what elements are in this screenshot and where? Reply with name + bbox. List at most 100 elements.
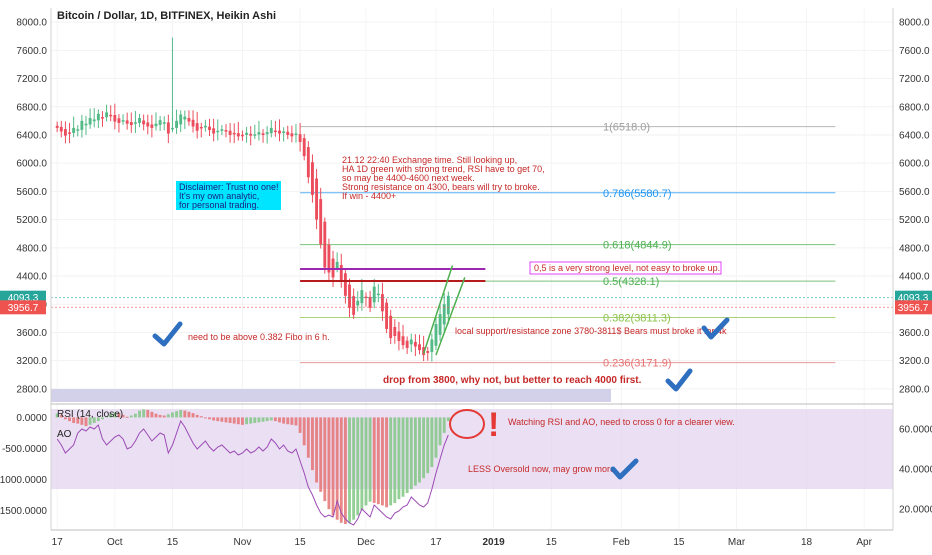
candle-body (245, 132, 249, 135)
candle-body (117, 118, 121, 123)
candle-body (92, 119, 96, 122)
ao-bar (166, 414, 170, 418)
ao-bar (199, 416, 203, 418)
ao-bar (80, 417, 84, 425)
rsi-tick-label: 40.0000 (899, 465, 932, 476)
price-tick-label-left: 3600.0 (16, 328, 47, 339)
candle-body (150, 124, 154, 128)
price-tick-label-left: 2800.0 (16, 384, 47, 395)
ao-bar (269, 417, 273, 421)
ao-bar (348, 417, 351, 523)
disclaimer-line-1: Disclaimer: Trust no one! (179, 182, 279, 192)
candle-body (175, 120, 179, 128)
ao-bar (405, 417, 409, 494)
ao-bar (315, 417, 319, 483)
ao-bar (150, 411, 154, 418)
price-tick-label-right: 7600.0 (899, 46, 930, 57)
candle-body (401, 336, 405, 346)
ao-bar (212, 417, 216, 421)
time-tick-label: Oct (107, 537, 123, 548)
time-tick-label: Nov (234, 537, 252, 548)
ao-bar (418, 417, 421, 483)
ao-bar (241, 417, 244, 425)
candle-body (438, 314, 442, 335)
price-tick-label-right: 4800.0 (899, 243, 930, 254)
ao-bar (191, 413, 195, 418)
ao-bar (397, 417, 401, 500)
fib-level-label: 0.236(3171.9) (603, 358, 672, 370)
fib-level-label: 0.786(5580.7) (603, 188, 672, 200)
price-tick-label-left: 7600.0 (16, 46, 47, 57)
rsi-band (51, 409, 893, 489)
ao-bar (368, 417, 372, 502)
ao-bar (265, 417, 269, 422)
time-tick-label: 15 (546, 537, 558, 548)
candle-body (199, 126, 203, 129)
candle-body (55, 125, 59, 128)
candle-body (385, 302, 389, 329)
disclaimer-note: Disclaimer: Trust no one! It's my own an… (179, 182, 281, 210)
time-tick-label: Apr (856, 537, 872, 548)
candle-body (257, 132, 261, 135)
ao-bar (426, 417, 430, 474)
fib-level-label: 0.618(4844.9) (603, 240, 672, 252)
ao-tick-label: 0.0000 (16, 413, 47, 424)
ao-bar (302, 417, 306, 446)
ao-bar (245, 417, 249, 425)
ao-bar (162, 415, 166, 418)
rsi-tick-label: 60.0000 (899, 425, 932, 436)
candle-body (352, 296, 356, 315)
exchange-note-line-4: Strong resistance on 4300, bears will tr… (342, 182, 540, 192)
candle-body (253, 134, 257, 136)
ao-bar (319, 417, 323, 492)
fib-level-label: 0.382(3811.3) (603, 313, 671, 325)
candle-body (327, 244, 331, 273)
ao-bar (68, 417, 71, 422)
strong-level-note: 0,5 is a very strong level, not easy to … (534, 263, 720, 273)
ao-bar (385, 417, 389, 508)
candle-body (142, 120, 146, 125)
ao-bar (422, 417, 426, 479)
oversold-note: LESS Oversold now, may grow more (468, 464, 615, 474)
ao-bar (121, 414, 125, 418)
candle-body (434, 324, 438, 346)
candle-body (138, 118, 141, 123)
current-price-label-left: 4093.3 (8, 293, 39, 304)
ao-bar (179, 409, 183, 418)
time-tick-label: 18 (801, 537, 813, 548)
price-tick-label-left: 6400.0 (16, 130, 47, 141)
fib-level-label: 1(6518.0) (603, 122, 650, 134)
candle-body (360, 290, 364, 304)
ao-bar (376, 417, 380, 505)
ao-bar (446, 417, 450, 422)
candle-body (154, 123, 158, 127)
candle-body (121, 120, 125, 122)
candle-body (405, 340, 409, 348)
candle-body (76, 129, 80, 131)
candle-body (109, 114, 113, 117)
exchange-note-line-1: 21.12 22:40 Exchange time. Still looking… (342, 155, 517, 165)
ao-bar (113, 412, 117, 418)
time-tick-label: 15 (167, 537, 179, 548)
price-tick-label-right: 3200.0 (899, 356, 930, 367)
ao-bar (381, 417, 384, 506)
ao-bar (286, 417, 290, 425)
ao-bar (438, 417, 442, 446)
candle-body (166, 122, 170, 134)
ao-bar (311, 417, 314, 471)
ao-bar (298, 417, 302, 433)
ao-bar (442, 417, 446, 433)
candle-body (418, 344, 421, 351)
candle-body (290, 133, 294, 137)
second-price-label-right: 3956.7 (898, 303, 929, 314)
candle-body (356, 300, 360, 306)
ao-bar (216, 417, 220, 422)
ao-bar (327, 417, 331, 510)
candle-body (236, 133, 240, 137)
ao-bar (105, 416, 109, 418)
ao-bar (409, 417, 413, 490)
ao-bar (323, 417, 327, 502)
candle-body (158, 120, 162, 125)
